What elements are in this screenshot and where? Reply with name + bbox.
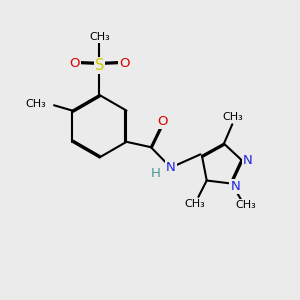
Text: N: N	[166, 161, 176, 174]
Text: N: N	[230, 180, 240, 193]
Text: S: S	[95, 58, 104, 73]
Text: CH₃: CH₃	[223, 112, 243, 122]
Text: CH₃: CH₃	[236, 200, 256, 210]
Text: O: O	[158, 115, 168, 128]
Text: CH₃: CH₃	[184, 199, 205, 209]
Text: O: O	[69, 57, 80, 70]
Text: N: N	[243, 154, 253, 167]
Text: O: O	[119, 57, 130, 70]
Text: CH₃: CH₃	[89, 32, 110, 42]
Text: H: H	[151, 167, 161, 180]
Text: CH₃: CH₃	[25, 99, 46, 109]
